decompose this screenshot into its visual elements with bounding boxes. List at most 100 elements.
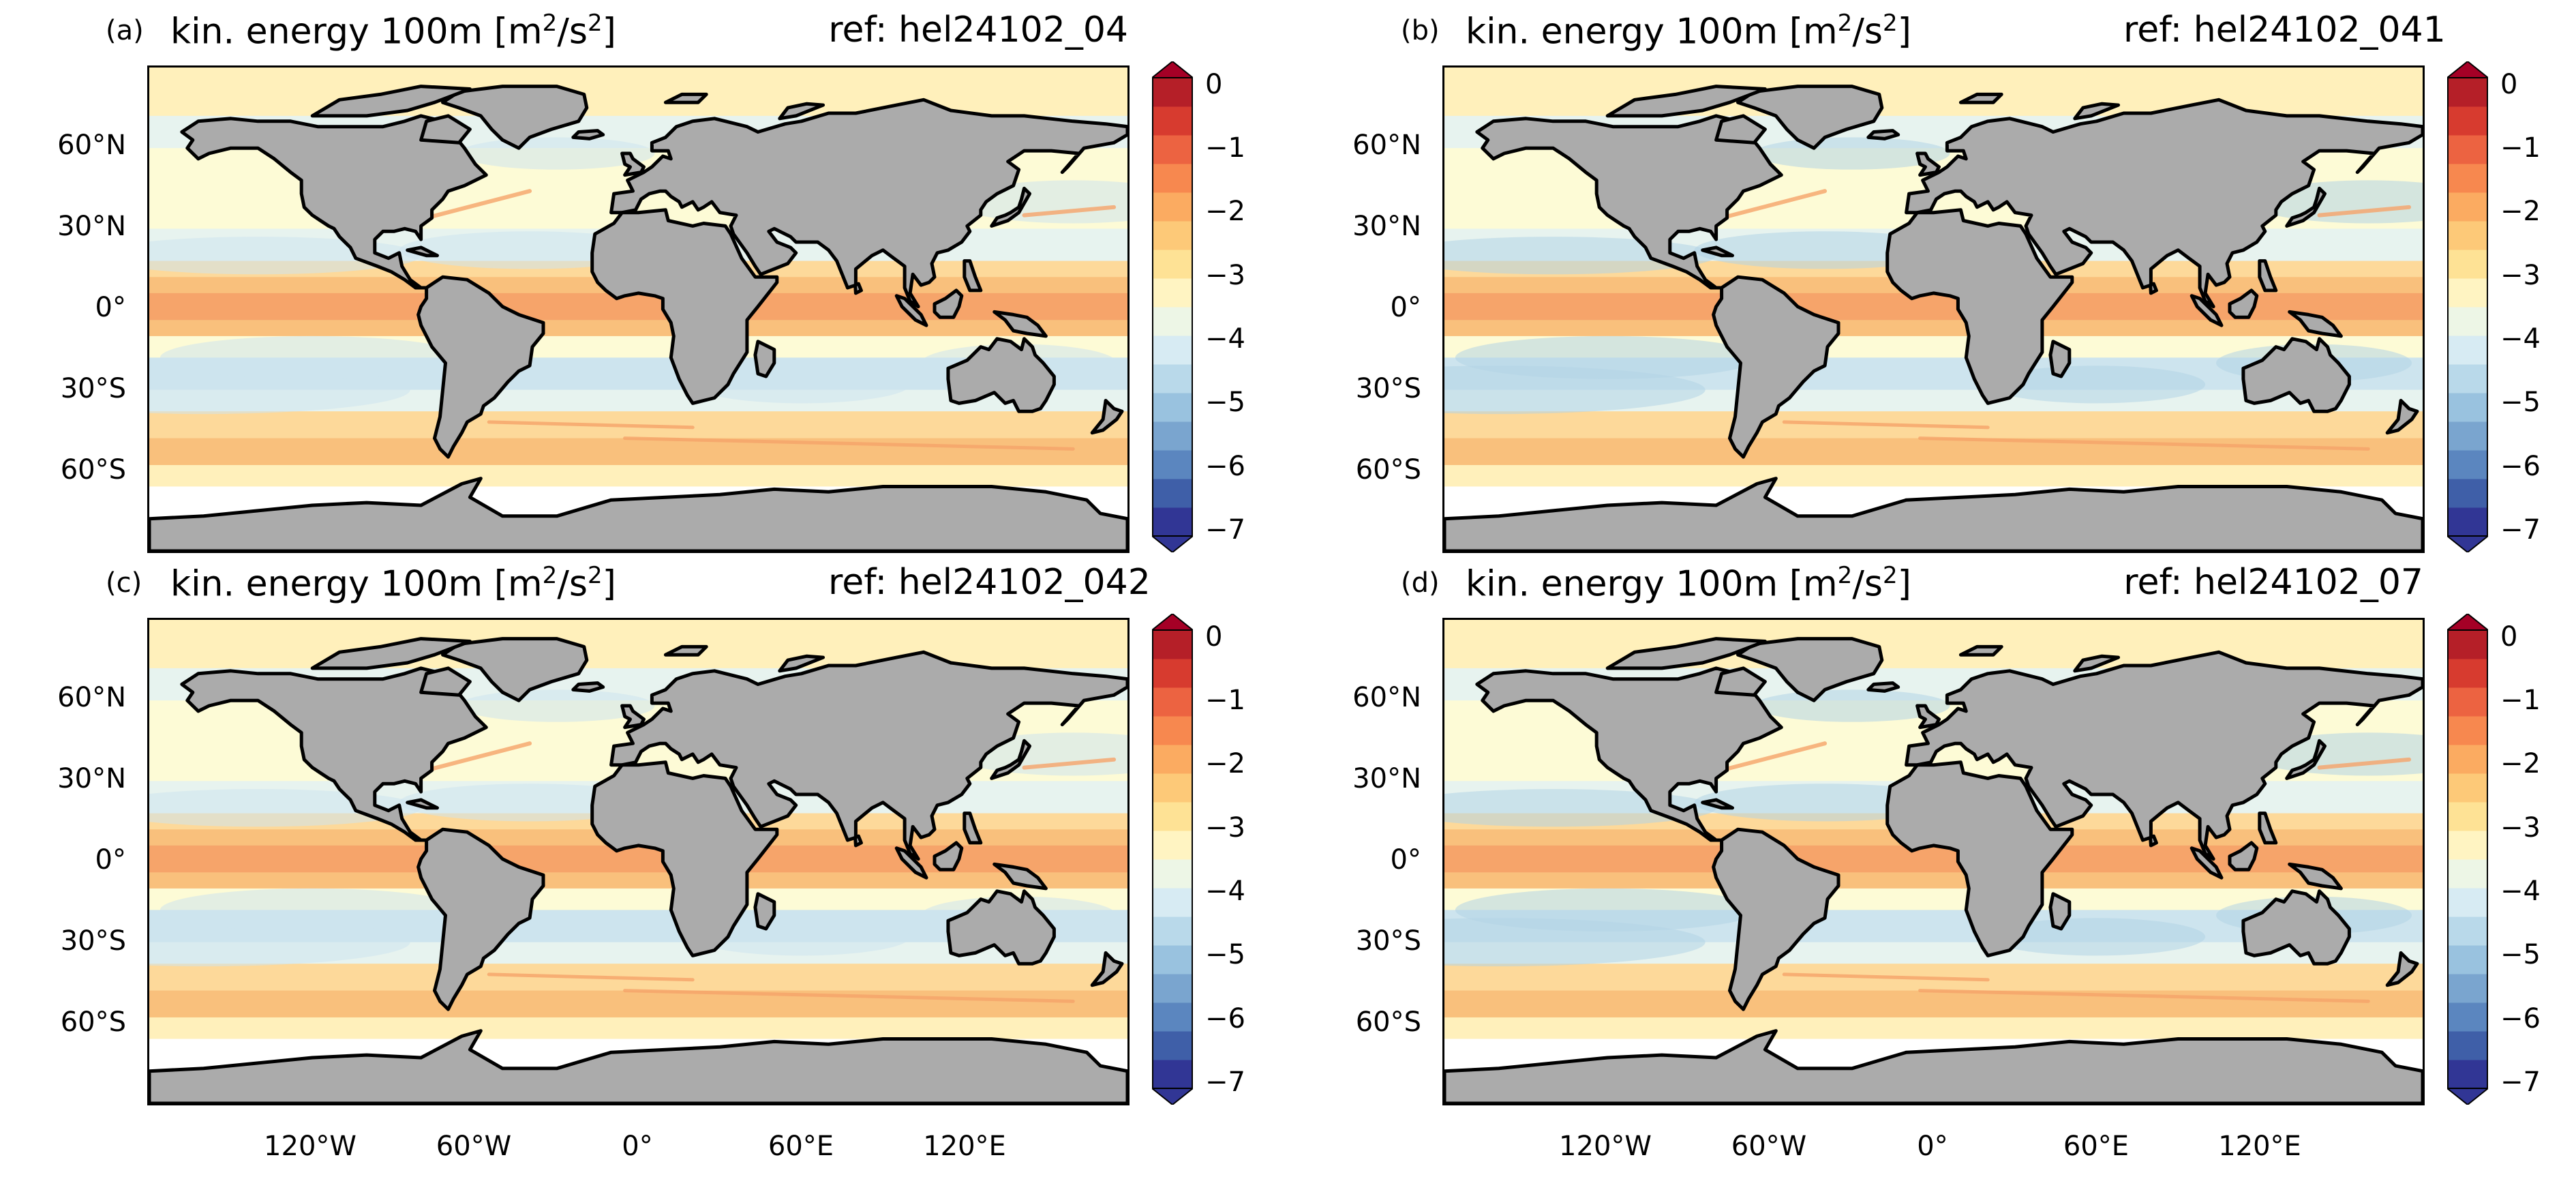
- colorbar-level: [2447, 507, 2488, 537]
- colorbar-level: [2447, 630, 2488, 659]
- ocean-energy-band: [149, 872, 1127, 889]
- ocean-energy-band: [1444, 620, 2423, 669]
- colorbar-tick: −4: [2500, 876, 2541, 907]
- current-streak: [2317, 205, 2412, 218]
- low-energy-patch: [160, 336, 465, 379]
- sri-lanka-land: [853, 834, 863, 848]
- north-america-land: [1475, 666, 1783, 842]
- current-streak: [424, 189, 532, 220]
- arctic-islands-land: [310, 637, 472, 670]
- madagascar-land: [2048, 892, 2072, 931]
- world-map: [147, 65, 1130, 553]
- colorbar-tick: −5: [1205, 387, 1245, 418]
- colorbar-level: [1152, 250, 1193, 279]
- colorbar-level: [2447, 859, 2488, 889]
- baffin-land: [1714, 114, 1767, 145]
- lat-label: 0°: [1390, 844, 1421, 876]
- lon-label: 0°: [622, 1131, 653, 1162]
- colorbar-extend-bottom-icon: [1150, 535, 1195, 554]
- lon-label: 60°E: [2063, 1131, 2130, 1162]
- colorbar-level: [2447, 192, 2488, 222]
- colorbar-tick: 0: [2500, 621, 2518, 653]
- colorbar-level: [2447, 393, 2488, 422]
- lon-label: 120°E: [923, 1131, 1006, 1162]
- lat-label: 30°N: [57, 211, 126, 242]
- colorbar-tick: −6: [2500, 1003, 2541, 1034]
- colorbar-level: [1152, 1002, 1193, 1032]
- svalbard-land: [663, 644, 708, 657]
- low-energy-patch: [459, 689, 655, 722]
- colorbar-tick: −2: [1205, 196, 1245, 227]
- cuba-land: [406, 798, 439, 810]
- south-america-land: [1712, 827, 1840, 1011]
- ocean-energy-band: [1444, 68, 2423, 117]
- greenland-land: [441, 637, 589, 702]
- colorbar-level: [2447, 888, 2488, 917]
- baffin-land: [419, 666, 472, 697]
- panel-label: (c): [106, 567, 142, 599]
- iceland-land: [1866, 681, 1900, 693]
- colorbar-level: [1152, 393, 1193, 422]
- sumatra-land: [894, 846, 928, 880]
- colorbar-level: [2447, 250, 2488, 279]
- lon-label: 60°W: [436, 1131, 512, 1162]
- madagascar-land: [753, 892, 776, 931]
- antarctica-land: [1444, 477, 2423, 551]
- japan-land: [990, 186, 1031, 228]
- lon-label: 120°E: [2218, 1131, 2301, 1162]
- colorbar-tick: −4: [1205, 876, 1245, 907]
- colorbar-level: [2447, 221, 2488, 250]
- new-zealand-land: [2385, 951, 2419, 987]
- colorbar-frame: [1152, 629, 1193, 1089]
- iceland-land: [1866, 129, 1900, 140]
- colorbar-level: [1152, 773, 1193, 803]
- colorbar-level: [1152, 802, 1193, 831]
- current-streak: [1782, 420, 1990, 430]
- current-streak: [487, 972, 695, 982]
- colorbar-tick: −2: [2500, 748, 2541, 779]
- panel-a: (a) kin. energy 100m [m2/s2] ref: hel241…: [0, 0, 1295, 596]
- colorbar-tick: −4: [2500, 323, 2541, 355]
- colorbar-extend-bottom-icon: [2445, 535, 2490, 554]
- philippines-land: [963, 811, 983, 845]
- colorbar-frame: [2447, 77, 2488, 537]
- lat-label: 60°N: [1352, 682, 1421, 713]
- colorbar-tick: −1: [2500, 685, 2541, 716]
- panel-ref: ref: hel24102_04: [828, 10, 1128, 50]
- colorbar-level: [1152, 192, 1193, 222]
- japan-land: [2285, 186, 2327, 228]
- colorbar-level: [1152, 221, 1193, 250]
- low-energy-patch: [693, 918, 911, 956]
- colorbar-level: [2447, 278, 2488, 308]
- lon-label: 60°W: [1731, 1131, 1807, 1162]
- arctic-islands-land: [1605, 85, 1767, 118]
- greenland-land: [441, 85, 589, 150]
- colorbar-tick: −5: [1205, 939, 1245, 970]
- iceland-land: [571, 681, 605, 693]
- australia-land: [2241, 337, 2351, 413]
- novaya-zemlya-land: [2073, 102, 2121, 121]
- lat-label: 30°S: [1355, 925, 1421, 957]
- antarctica-land: [149, 1029, 1127, 1103]
- colorbar-level: [2447, 307, 2488, 336]
- cuba-land: [1701, 245, 1734, 258]
- new-zealand-land: [1090, 951, 1124, 987]
- lat-label: 60°S: [60, 1007, 126, 1038]
- colorbar-level: [2447, 135, 2488, 164]
- madagascar-land: [2048, 340, 2072, 378]
- sri-lanka-land: [2149, 282, 2158, 295]
- south-america-land: [1712, 275, 1840, 459]
- ocean-energy-band: [149, 293, 1127, 321]
- uk-land: [620, 704, 646, 730]
- colorbar-tick: −3: [2500, 260, 2541, 291]
- current-streak: [1719, 189, 1828, 220]
- colorbar-extend-top-icon: [1150, 612, 1195, 631]
- ocean-energy-band: [149, 320, 1127, 337]
- baffin-land: [1714, 666, 1767, 697]
- japan-land: [990, 739, 1031, 780]
- antarctica-land: [1444, 1029, 2423, 1103]
- colorbar-level: [1152, 659, 1193, 688]
- panel-ref: ref: hel24102_07: [2123, 562, 2423, 603]
- colorbar-tick: −7: [2500, 514, 2541, 546]
- colorbar-level: [2447, 78, 2488, 107]
